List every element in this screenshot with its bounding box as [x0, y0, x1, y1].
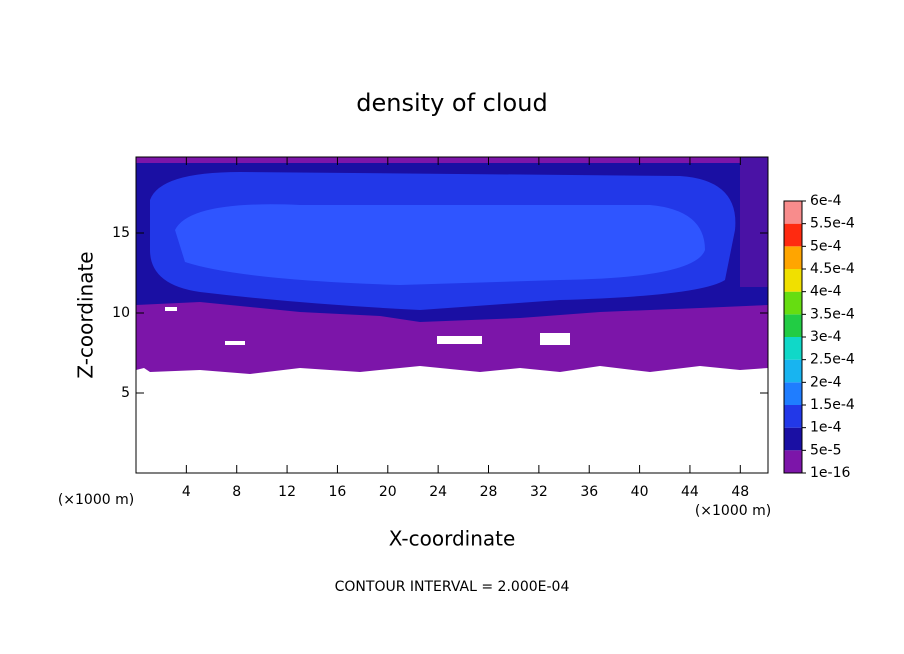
colorbar-label: 1e-16 [810, 465, 850, 481]
y-tick-label: 15 [112, 225, 130, 241]
colorbar-band [784, 337, 802, 360]
annotation: CONTOUR INTERVAL = 2.000E-04 [335, 579, 570, 595]
colorbar-band [784, 450, 802, 473]
colorbar-band [784, 269, 802, 292]
colorbar-label: 5e-4 [810, 238, 842, 254]
contour-region [740, 157, 768, 287]
x-tick-label: 4 [182, 484, 191, 500]
x-axis-title: X-coordinate [389, 527, 516, 551]
x-tick-label: 8 [232, 484, 241, 500]
chart-title: density of cloud [356, 89, 547, 117]
colorbar-label: 4.5e-4 [810, 261, 855, 277]
x-tick-label: 48 [731, 484, 749, 500]
colorbar-band [784, 223, 802, 247]
x-tick-label: 28 [480, 484, 498, 500]
contour-hole [540, 333, 570, 345]
colorbar-band [784, 427, 802, 451]
colorbar-band [784, 246, 802, 269]
colorbar-label: 1e-4 [810, 420, 842, 436]
colorbar-label: 3e-4 [810, 329, 842, 345]
contour-hole [165, 307, 177, 311]
x-tick-label: 16 [329, 484, 347, 500]
colorbar-band [784, 201, 802, 224]
x-tick-label: 36 [580, 484, 598, 500]
colorbar-label: 6e-4 [810, 193, 842, 209]
x-tick-label: 12 [278, 484, 296, 500]
colorbar-label: 3.5e-4 [810, 306, 855, 322]
colorbar-label: 5e-5 [810, 442, 841, 458]
colorbar-label: 2e-4 [810, 374, 842, 390]
colorbar-band [784, 291, 802, 315]
contour-hole [225, 341, 245, 345]
contour-field [135, 156, 769, 474]
plot-frame [135, 156, 769, 474]
contour-region [136, 157, 768, 163]
colorbar-label: 2.5e-4 [810, 352, 855, 368]
x-unit: (×1000 m) [695, 503, 771, 519]
y-tick-label: 5 [121, 385, 130, 401]
y-tick-label: 10 [112, 305, 130, 321]
colorbar-label: 4e-4 [810, 284, 842, 300]
y-axis-title: Z-coordinate [74, 251, 98, 378]
colorbar-band [784, 382, 802, 405]
y-unit: (×1000 m) [58, 492, 134, 508]
contour-hole [437, 336, 482, 344]
x-tick-label: 32 [530, 484, 548, 500]
x-tick-label: 24 [429, 484, 447, 500]
colorbar-band [784, 405, 802, 428]
colorbar-label: 1.5e-4 [810, 397, 855, 413]
x-tick-label: 20 [379, 484, 397, 500]
colorbar-band [784, 359, 802, 383]
contour-region [175, 204, 705, 285]
colorbar-label: 5.5e-4 [810, 216, 855, 232]
x-tick-label: 44 [681, 484, 699, 500]
x-tick-label: 40 [631, 484, 649, 500]
colorbar-band [784, 314, 802, 337]
